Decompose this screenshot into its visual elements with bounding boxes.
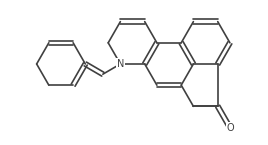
Text: N: N: [117, 59, 124, 69]
Text: O: O: [226, 123, 234, 133]
